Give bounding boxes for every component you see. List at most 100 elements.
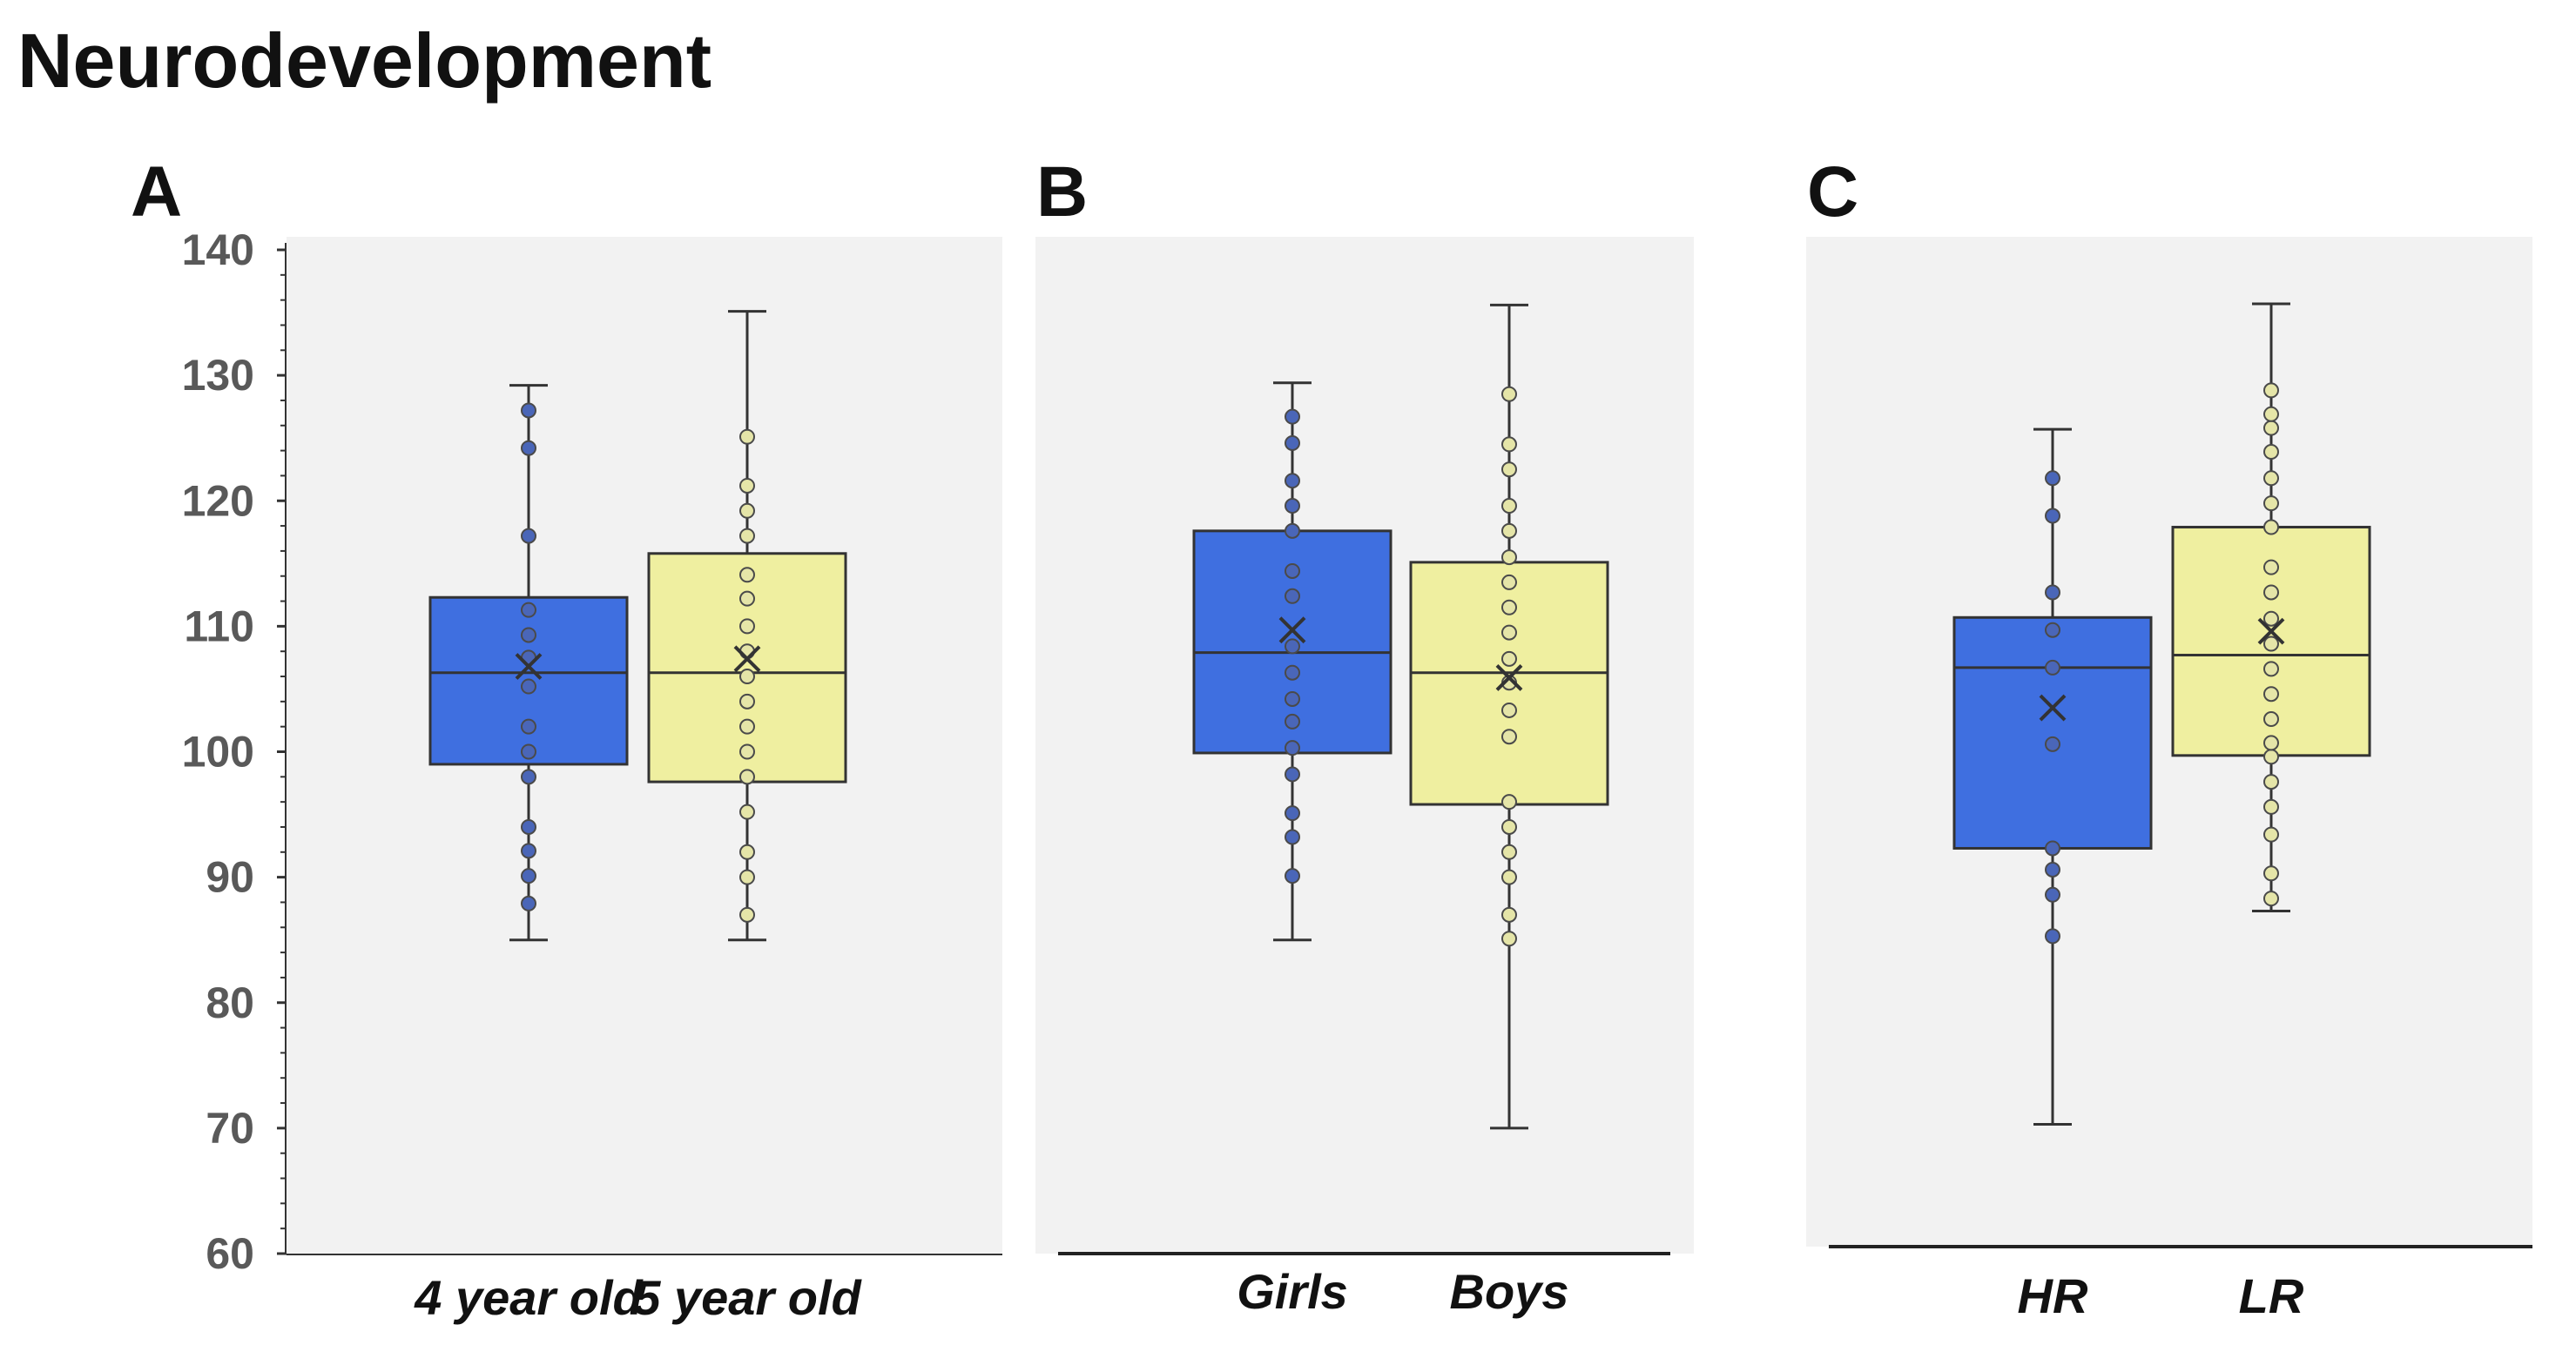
mean-marker: [733, 645, 761, 673]
mean-marker-stroke: [1278, 616, 1306, 644]
data-point: [1285, 740, 1300, 757]
box-hr: [1952, 427, 2153, 1126]
data-point: [1501, 702, 1517, 718]
panel-background: [1806, 237, 2532, 1247]
panel-label: C: [1807, 152, 1858, 232]
mean-marker: [515, 653, 543, 680]
x-tick-label: HR: [2018, 1268, 2088, 1323]
data-point: [739, 906, 755, 923]
panel-label: A: [131, 152, 182, 232]
y-tick-label: 90: [206, 853, 254, 902]
data-point: [521, 402, 536, 419]
data-point: [739, 590, 755, 607]
data-point: [2263, 686, 2279, 703]
data-point: [1285, 434, 1300, 451]
data-point: [2045, 886, 2060, 903]
data-point: [1501, 844, 1517, 860]
data-point: [739, 477, 755, 494]
data-point: [2263, 559, 2279, 575]
panel-b: B Girls Boys: [1035, 152, 1694, 1319]
panel-c: C HR LR: [1806, 152, 2532, 1323]
data-point: [2263, 519, 2279, 535]
data-point: [2263, 798, 2279, 815]
mean-marker-stroke: [515, 653, 543, 680]
data-point: [2263, 891, 2279, 907]
iqr-box: [1952, 615, 2153, 850]
data-point: [2045, 470, 2060, 487]
data-point: [1285, 408, 1300, 425]
data-point: [2263, 661, 2279, 677]
data-point: [1501, 650, 1517, 667]
data-point: [521, 440, 536, 456]
data-point: [1285, 562, 1300, 579]
data-point: [739, 769, 755, 785]
data-point: [739, 718, 755, 735]
data-point: [2045, 622, 2060, 638]
data-point: [2045, 659, 2060, 676]
data-point: [2263, 382, 2279, 399]
data-point: [2045, 861, 2060, 878]
x-tick-label: 5 year old: [633, 1270, 862, 1325]
data-point: [1501, 436, 1517, 453]
data-point: [739, 528, 755, 544]
data-point: [1501, 498, 1517, 514]
data-point: [739, 669, 755, 685]
data-point: [2263, 826, 2279, 843]
y-tick-label: 100: [182, 728, 254, 777]
panel-label: B: [1036, 152, 1088, 232]
x-tick-label: Girls: [1237, 1264, 1348, 1319]
data-point: [1501, 794, 1517, 810]
data-point: [1501, 386, 1517, 402]
data-point: [1501, 549, 1517, 566]
data-point: [1285, 829, 1300, 845]
box-4-year-old: [428, 384, 629, 942]
data-point: [1501, 931, 1517, 947]
data-point: [521, 769, 536, 785]
data-point: [739, 693, 755, 709]
y-tick-label: 80: [206, 978, 254, 1027]
data-point: [521, 718, 536, 735]
data-point: [521, 627, 536, 643]
data-point: [1285, 638, 1300, 655]
mean-marker-stroke: [2039, 694, 2067, 722]
y-tick-label: 120: [182, 476, 254, 525]
y-tick-label: 130: [182, 351, 254, 400]
mean-marker-stroke: [733, 645, 761, 673]
data-point: [521, 678, 536, 695]
data-point: [2263, 610, 2279, 627]
data-point: [521, 528, 536, 544]
data-point: [1285, 868, 1300, 884]
data-point: [1285, 588, 1300, 604]
data-point: [1501, 906, 1517, 923]
mean-marker: [2039, 694, 2067, 722]
data-point: [2045, 736, 2060, 752]
data-point: [2045, 584, 2060, 601]
y-tick-label: 110: [184, 602, 254, 650]
data-point: [2263, 584, 2279, 601]
data-point: [521, 602, 536, 618]
data-point: [2045, 508, 2060, 524]
y-tick-label: 70: [206, 1104, 254, 1153]
data-point: [2263, 735, 2279, 751]
data-point: [1285, 498, 1300, 514]
data-point: [1501, 574, 1517, 590]
data-point: [2263, 865, 2279, 882]
data-point: [2263, 420, 2279, 436]
data-point: [2263, 711, 2279, 728]
data-point: [2263, 636, 2279, 652]
data-point: [2045, 928, 2060, 945]
data-point: [739, 804, 755, 820]
data-point: [1501, 818, 1517, 835]
data-point: [739, 567, 755, 583]
data-point: [739, 844, 755, 860]
data-point: [2263, 406, 2279, 422]
box-girls: [1192, 381, 1393, 942]
data-point: [739, 428, 755, 445]
x-tick-label: LR: [2239, 1268, 2304, 1323]
data-point: [1501, 522, 1517, 539]
data-point: [2045, 840, 2060, 857]
mean-marker: [1495, 664, 1523, 691]
box-boys: [1409, 303, 1609, 1130]
